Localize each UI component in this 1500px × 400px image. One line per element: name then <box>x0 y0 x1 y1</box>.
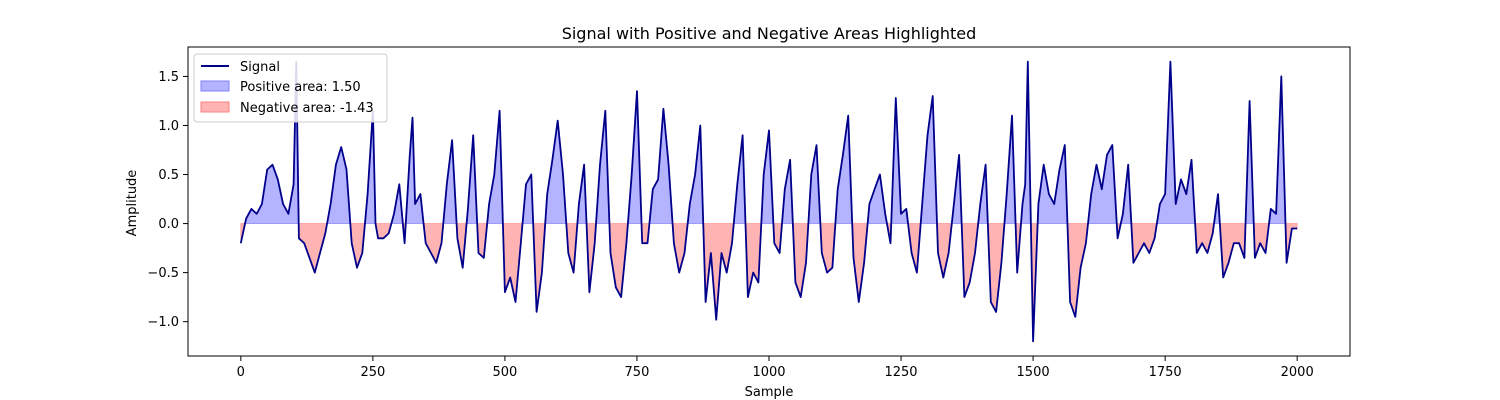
y-tick-label: 1.0 <box>158 119 179 134</box>
y-tick-label: −1.0 <box>147 315 179 330</box>
legend-negative-label: Negative area: -1.43 <box>240 101 374 116</box>
y-tick-label: 0.0 <box>158 217 179 232</box>
x-axis-label: Sample <box>745 385 794 400</box>
legend-signal-label: Signal <box>240 60 280 75</box>
y-tick-label: 0.5 <box>158 168 179 183</box>
x-tick-label: 1500 <box>1017 365 1050 380</box>
plot-area: 0 250 500 750 1000 1250 1500 1750 2000 −1.0 −0.5 0.… <box>147 46 1351 380</box>
signal-line <box>239 60 1298 343</box>
y-axis-label: Amplitude <box>125 170 140 237</box>
x-tick-label: 250 <box>360 365 385 380</box>
legend-positive-swatch <box>200 80 230 92</box>
x-tick-label: 1250 <box>884 365 917 380</box>
x-tick-label: 0 <box>237 365 245 380</box>
legend-negative-swatch <box>200 101 230 113</box>
x-tick-label: 1750 <box>1149 365 1182 380</box>
legend-box <box>193 53 388 123</box>
chart-title: Signal with Positive and Negative Areas … <box>562 24 977 43</box>
x-tick-label: 750 <box>625 365 650 380</box>
x-tick-label: 500 <box>492 365 517 380</box>
x-tick-label: 2000 <box>1281 365 1314 380</box>
y-tick-label: −0.5 <box>147 266 179 281</box>
legend-positive-label: Positive area: 1.50 <box>240 80 361 95</box>
y-tick-label: 1.5 <box>158 70 179 85</box>
x-tick-label: 1000 <box>752 365 785 380</box>
legend: Signal Positive area: 1.50 Negative area… <box>193 53 388 123</box>
